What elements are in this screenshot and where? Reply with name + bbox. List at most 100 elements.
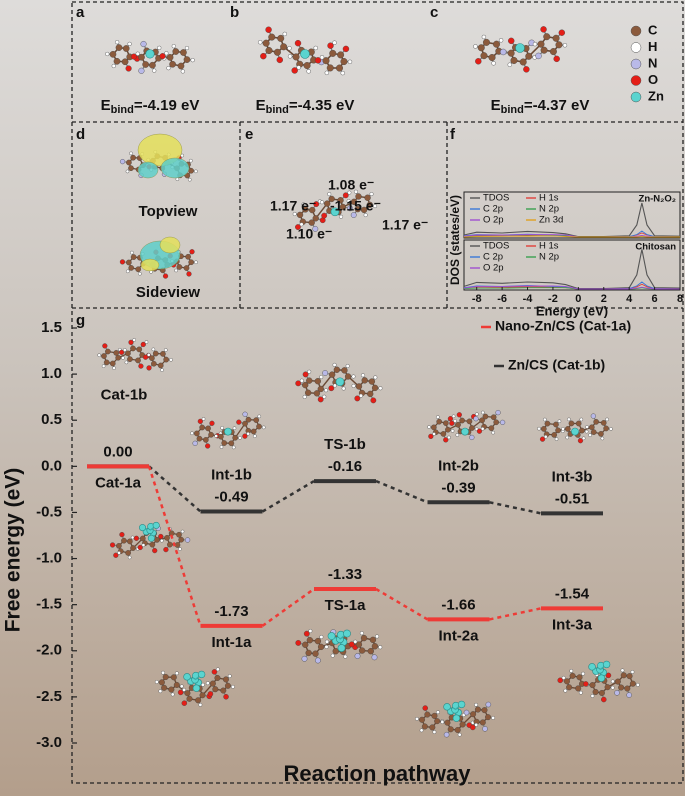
- dos-line: [463, 235, 680, 238]
- atom: [302, 371, 309, 378]
- atom: [456, 412, 462, 418]
- atom: [459, 417, 465, 424]
- atom: [231, 684, 235, 689]
- atom: [301, 202, 306, 207]
- atom: [97, 353, 102, 357]
- bond: [234, 423, 246, 439]
- molecule: [190, 411, 266, 450]
- atom: [319, 634, 324, 639]
- y-axis-title: DOS (states/eV): [448, 195, 462, 285]
- atom: [369, 636, 377, 644]
- value-label: -0.39: [441, 479, 475, 496]
- atom: [618, 684, 625, 691]
- atom: [205, 443, 211, 449]
- atom: [121, 537, 127, 544]
- atom: [173, 681, 180, 688]
- atom: [162, 674, 169, 681]
- atom: [113, 57, 121, 65]
- atom: [332, 383, 337, 388]
- atom: [228, 440, 235, 447]
- atom: [419, 728, 424, 733]
- atom: [418, 716, 425, 723]
- atom: [620, 672, 627, 679]
- atom: [360, 634, 368, 642]
- atom: [158, 679, 165, 686]
- atom: [499, 419, 506, 425]
- atom: [576, 674, 583, 681]
- atom: [590, 694, 595, 698]
- atom: [177, 62, 185, 70]
- atom: [610, 685, 615, 690]
- atom: [184, 690, 191, 697]
- atom: [359, 631, 364, 636]
- atom: [567, 417, 571, 422]
- isosurface: [160, 157, 190, 179]
- molecules: [97, 26, 640, 738]
- atom: [183, 673, 191, 681]
- atom: [340, 70, 345, 76]
- atom: [552, 34, 560, 42]
- atom: [470, 711, 477, 718]
- panel-letter: b: [230, 4, 239, 21]
- atom: [295, 640, 302, 646]
- atom: [551, 432, 558, 438]
- atom: [358, 393, 363, 398]
- atom: [317, 396, 324, 403]
- atom: [469, 434, 475, 441]
- atom: [519, 58, 527, 66]
- atom: [231, 445, 236, 450]
- plot-label: Chitosan: [635, 242, 676, 253]
- atom: [308, 219, 315, 226]
- atom: [544, 420, 551, 427]
- binding-energy: Ebind=-4.19 eV: [101, 97, 200, 116]
- connector: [489, 607, 542, 621]
- atom: [364, 194, 371, 201]
- atom: [205, 681, 210, 686]
- atom: [313, 45, 318, 51]
- atom: [142, 354, 149, 360]
- atom: [443, 731, 450, 738]
- atom: [186, 695, 193, 702]
- atom: [447, 726, 454, 733]
- atom: [130, 254, 137, 260]
- atom: [330, 653, 335, 658]
- atom: [149, 61, 156, 69]
- atom: [537, 426, 541, 431]
- atom: [182, 687, 186, 692]
- atom: [115, 40, 120, 45]
- atom: [125, 350, 131, 357]
- molecule: [154, 667, 235, 707]
- state-label: TS-1a: [325, 597, 367, 614]
- connector: [147, 465, 202, 627]
- atom: [197, 670, 206, 679]
- atom: [101, 364, 106, 368]
- atom: [341, 367, 348, 374]
- atom: [209, 420, 215, 426]
- atom: [250, 428, 257, 435]
- atom: [194, 260, 198, 265]
- atom: [558, 29, 566, 36]
- connector: [375, 587, 429, 621]
- atom: [353, 189, 358, 194]
- atom: [337, 644, 346, 652]
- atom: [242, 433, 248, 439]
- atom: [302, 641, 309, 648]
- atom: [160, 368, 164, 372]
- legend-label: TDOS: [483, 241, 509, 252]
- atom: [197, 418, 203, 424]
- atom: [161, 670, 165, 675]
- atom: [306, 69, 311, 74]
- atom: [201, 417, 206, 421]
- atom: [354, 395, 361, 402]
- value-label: -0.51: [555, 490, 589, 507]
- atom: [174, 671, 179, 676]
- atom: [109, 542, 116, 548]
- atom: [507, 49, 515, 57]
- x-tick-label: -6: [497, 293, 507, 305]
- atom: [246, 431, 250, 436]
- atom: [181, 700, 188, 706]
- atom: [190, 58, 195, 63]
- atom: [540, 46, 548, 54]
- atom: [171, 44, 176, 49]
